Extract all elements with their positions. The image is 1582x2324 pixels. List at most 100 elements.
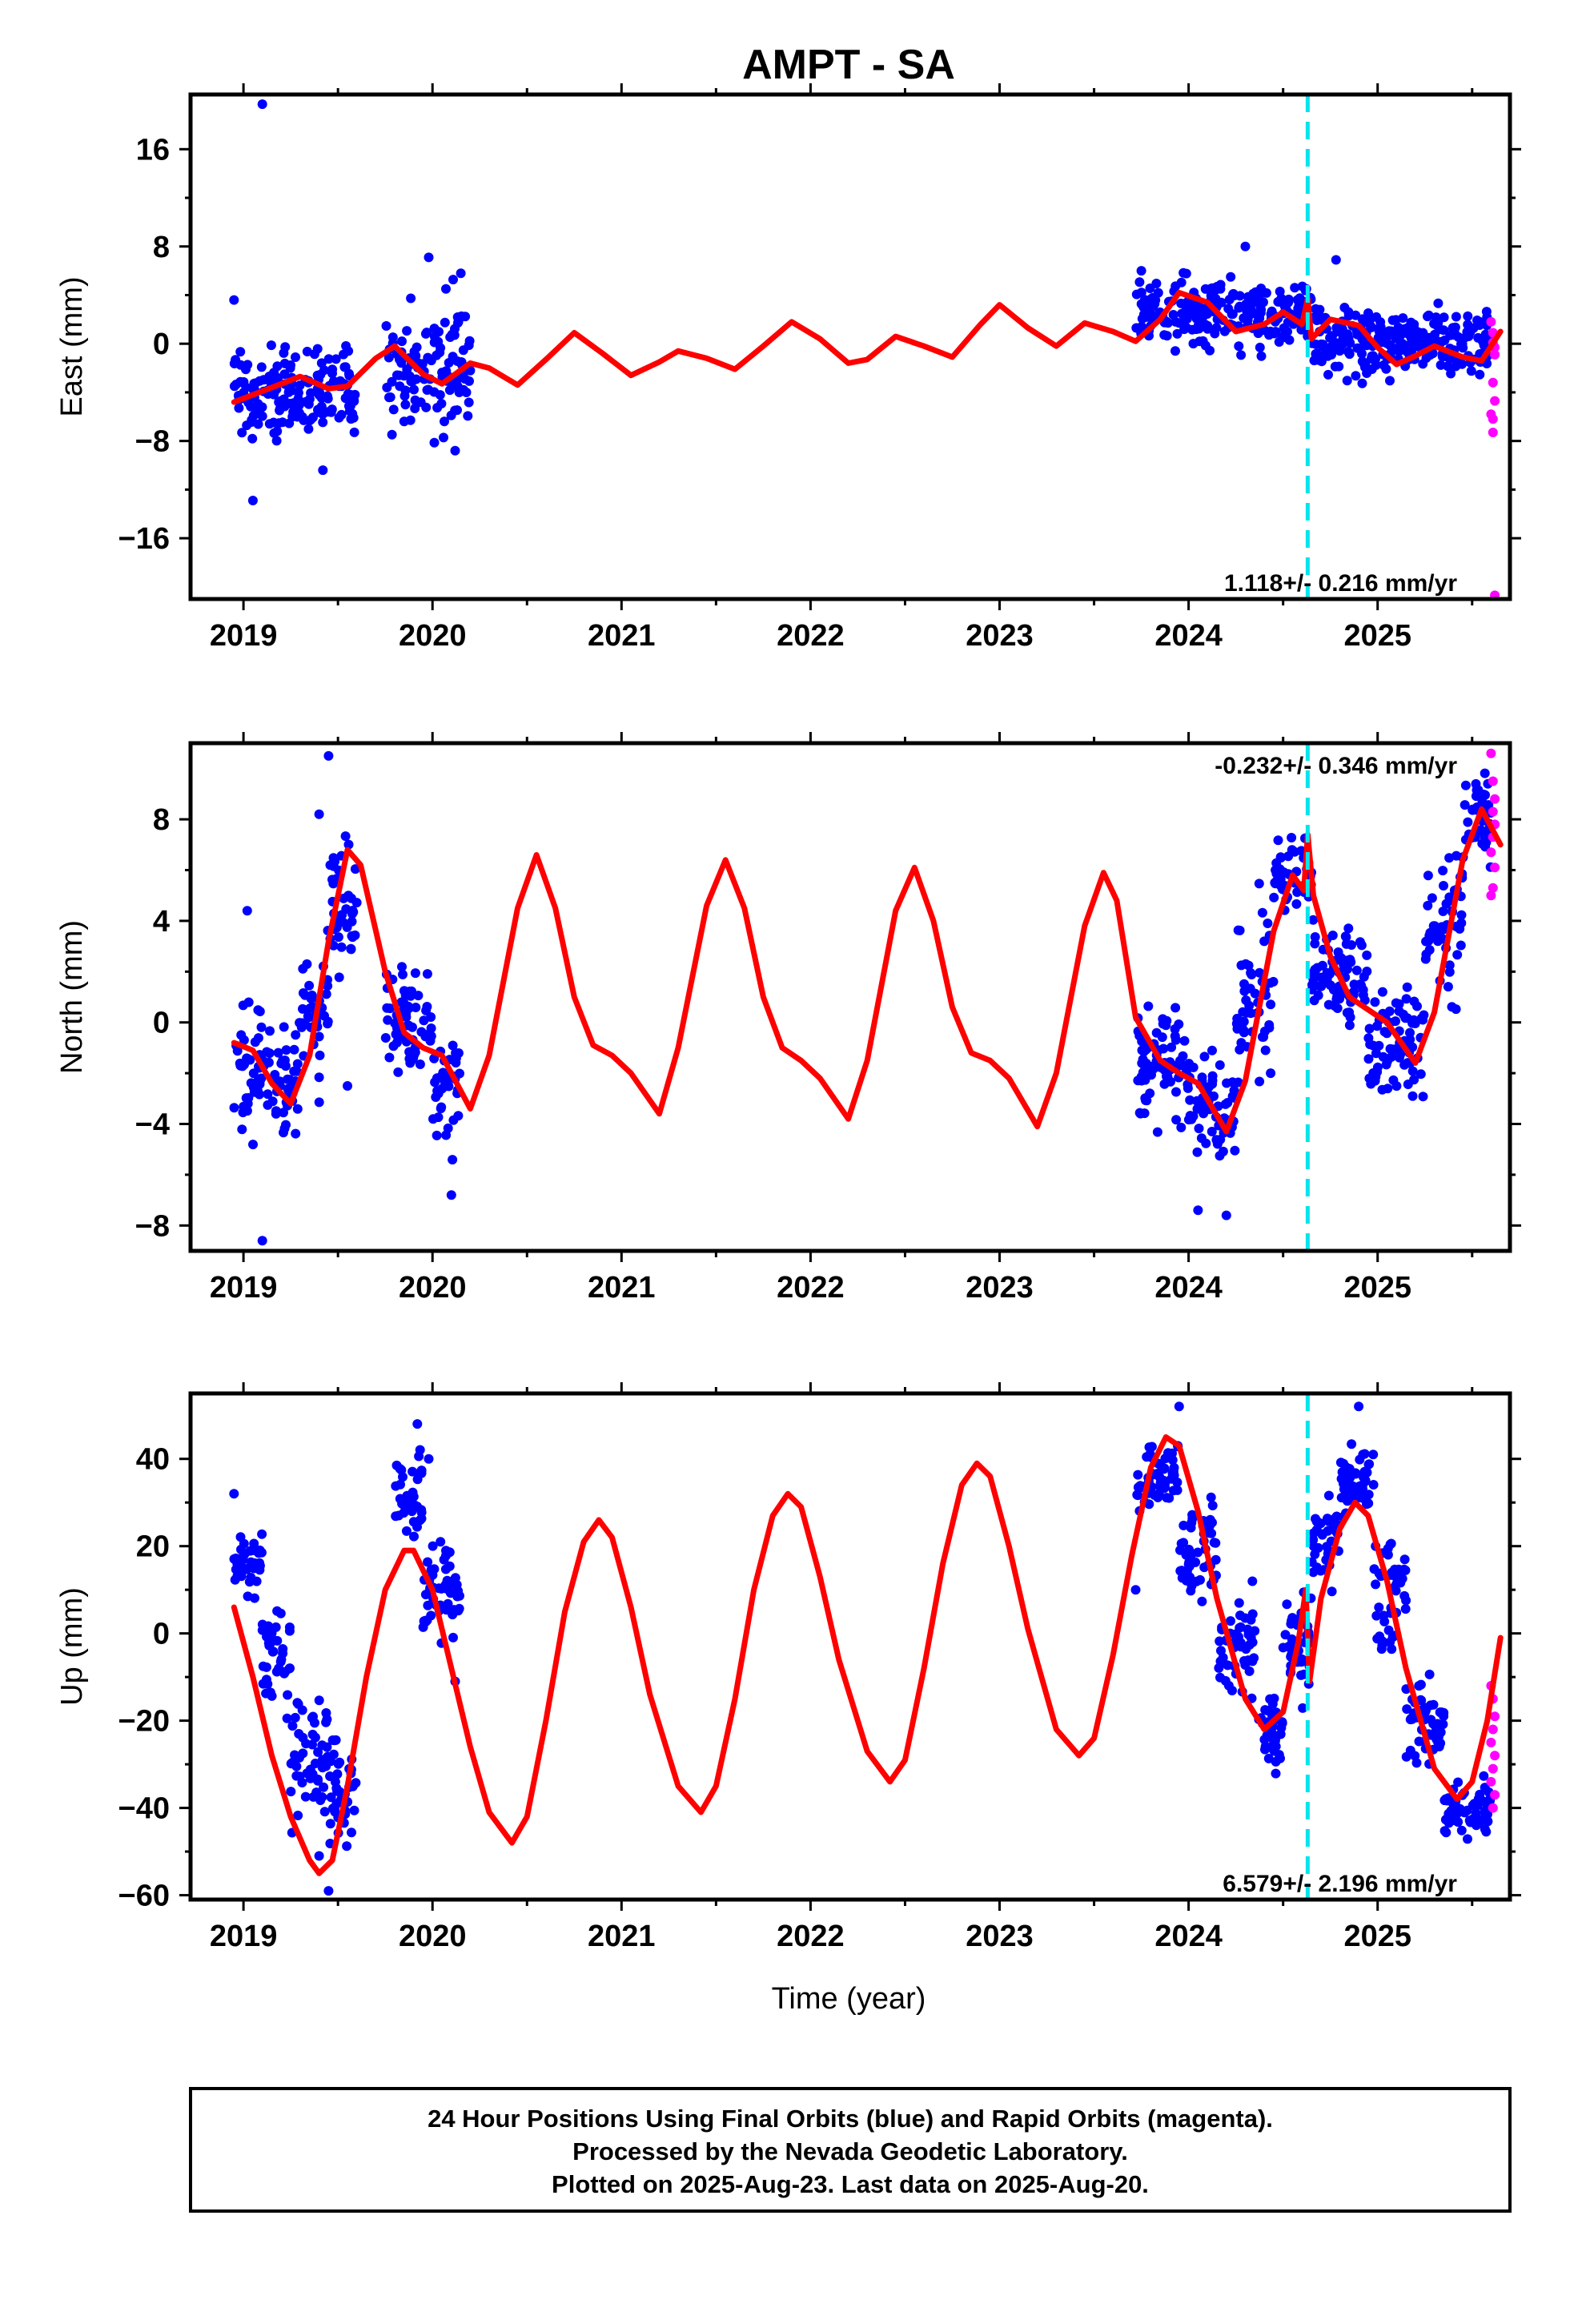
final-orbit-point (1192, 1096, 1202, 1106)
final-orbit-point (1280, 1630, 1291, 1640)
final-orbit-point (421, 1616, 431, 1626)
final-orbit-point (1171, 1087, 1181, 1097)
final-orbit-point (1463, 320, 1473, 330)
final-orbit-point (444, 1547, 455, 1558)
final-orbit-point (1260, 1045, 1271, 1055)
final-orbit-point (1330, 1517, 1340, 1527)
final-orbit-point (1323, 369, 1333, 380)
final-orbit-point (1400, 1604, 1411, 1614)
final-orbit-point (1405, 1035, 1415, 1044)
final-orbit-point (435, 390, 445, 400)
rapid-orbit-point (1488, 1803, 1498, 1813)
final-orbit-point (433, 1112, 444, 1123)
final-orbit-point (247, 433, 258, 444)
final-orbit-point (1403, 329, 1414, 339)
final-orbit-point (1342, 1488, 1351, 1498)
final-orbit-point (1323, 999, 1334, 1010)
rapid-orbit-point (1488, 806, 1498, 817)
final-orbit-point (1331, 255, 1341, 265)
final-orbit-point (1371, 1610, 1382, 1621)
final-orbit-point (350, 930, 360, 940)
final-orbit-point (238, 1000, 248, 1011)
final-orbit-point (292, 1059, 303, 1069)
final-orbit-point (1142, 1452, 1152, 1462)
final-orbit-point (1362, 368, 1372, 378)
final-orbit-point (1342, 963, 1352, 974)
final-orbit-point (1381, 364, 1391, 374)
final-orbit-point (1198, 312, 1208, 322)
final-orbit-point (1355, 937, 1365, 947)
final-orbit-point (1323, 1490, 1334, 1501)
panel-north: 8 4 0 −4 −8 2019 2020 2021 2022 2023 2024 2025 North… (55, 732, 1521, 1305)
y-tick-label: 20 (136, 1530, 170, 1564)
final-orbit-point (349, 1805, 359, 1815)
final-orbit-point (267, 1647, 278, 1657)
final-orbit-point (416, 1027, 427, 1037)
final-orbit-point (1344, 1020, 1355, 1031)
final-orbit-point (429, 337, 440, 348)
final-orbit-point (448, 275, 458, 285)
final-orbit-point (1133, 1470, 1143, 1480)
final-orbit-point (1227, 309, 1237, 320)
final-orbit-point (271, 1106, 281, 1116)
final-orbit-point (340, 831, 351, 842)
final-orbit-point (1244, 1666, 1255, 1676)
final-orbit-point (1377, 987, 1387, 997)
final-orbit-point (1434, 1722, 1444, 1732)
final-orbit-point (391, 1481, 401, 1491)
final-orbit-point (446, 1190, 456, 1200)
y-tick-label: 8 (153, 231, 170, 264)
final-orbit-point (1263, 919, 1273, 928)
rapid-orbit-point (1490, 1751, 1500, 1761)
final-orbit-point (1146, 1441, 1157, 1452)
final-orbit-point (1234, 341, 1244, 352)
final-orbit-point (391, 370, 402, 380)
final-orbit-point (1131, 289, 1142, 300)
final-orbit-point (1266, 1068, 1276, 1079)
final-orbit-point (237, 1061, 247, 1072)
model-fit-line (231, 1434, 1504, 1876)
final-orbit-point (246, 401, 256, 412)
final-orbit-point (343, 839, 354, 850)
final-orbit-point (1368, 1449, 1379, 1460)
final-orbit-point (1345, 955, 1355, 965)
final-orbit-point (1138, 302, 1149, 312)
final-orbit-point (1230, 1145, 1240, 1156)
final-orbit-point (412, 342, 422, 352)
final-orbit-point (1476, 317, 1486, 328)
final-orbit-point (1424, 945, 1435, 955)
final-orbit-point (1445, 330, 1456, 340)
final-orbit-point (1479, 1771, 1489, 1781)
final-orbit-point (453, 318, 463, 328)
final-orbit-point (424, 252, 434, 263)
final-orbit-point (1451, 312, 1461, 322)
final-orbit-point (1253, 328, 1263, 339)
final-orbit-point (1368, 1480, 1379, 1490)
final-orbit-point (288, 407, 299, 417)
final-orbit-point (1189, 304, 1199, 314)
final-orbit-point (323, 1886, 334, 1896)
final-orbit-point (448, 1155, 458, 1165)
rapid-orbit-point (1490, 794, 1500, 804)
final-orbit-point (1291, 899, 1302, 909)
final-orbit-point (1158, 1043, 1169, 1054)
footer-box: 24 Hour Positions Using Final Orbits (bl… (189, 2087, 1512, 2213)
final-orbit-point (1209, 1538, 1219, 1548)
final-orbit-point (235, 347, 246, 357)
final-orbit-point (293, 388, 303, 398)
final-orbit-point (347, 916, 357, 927)
final-orbit-point (256, 1547, 267, 1558)
final-orbit-point (271, 372, 281, 383)
final-orbit-point (1181, 1575, 1191, 1586)
final-orbit-point (1284, 335, 1295, 345)
final-orbit-point (423, 1557, 433, 1567)
final-orbit-point (1278, 1642, 1288, 1653)
final-orbit-point (422, 969, 432, 979)
final-orbit-point (1456, 1825, 1467, 1835)
final-orbit-point (318, 417, 328, 428)
final-orbit-point (1460, 780, 1471, 790)
final-orbit-point (1233, 1077, 1243, 1088)
final-orbit-point (1309, 995, 1319, 1006)
final-orbit-point (400, 391, 410, 401)
final-orbit-point (458, 345, 468, 356)
